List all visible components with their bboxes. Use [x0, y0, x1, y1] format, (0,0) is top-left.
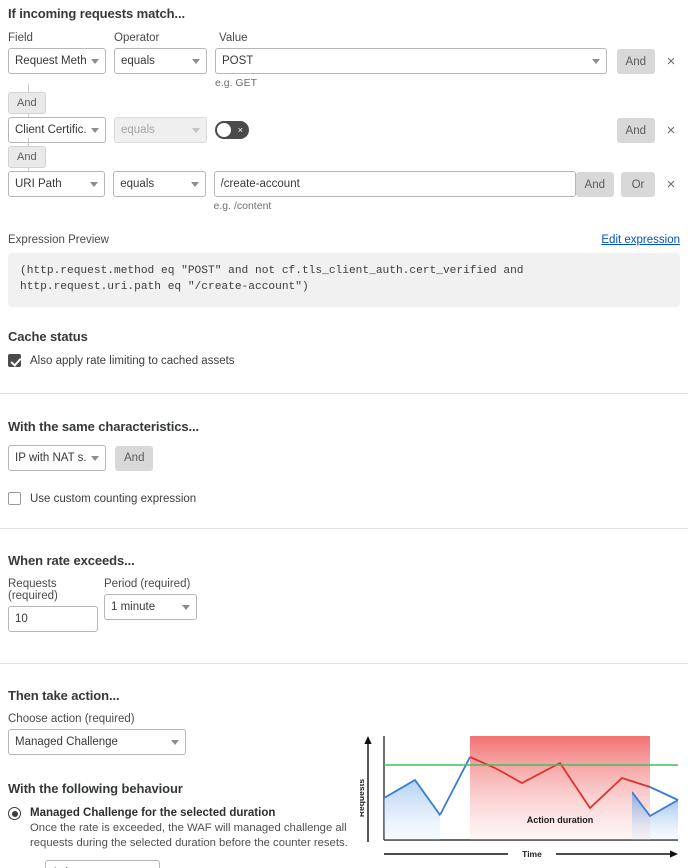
rate-section-title: When rate exceeds...	[8, 553, 135, 569]
action-section-title: Then take action...	[8, 688, 120, 704]
value-input-2[interactable]: /create-account	[213, 171, 576, 197]
rate-limiting-illustration-chart: Requests	[360, 730, 686, 862]
field-select-1[interactable]: Client Certific...	[8, 117, 106, 143]
custom-counting-row: Use custom counting expression	[8, 492, 680, 506]
y-axis-label: Requests	[360, 779, 366, 818]
field-select-0-value: Request Meth...	[15, 55, 87, 67]
chevron-down-icon	[91, 59, 99, 64]
chevron-down-icon	[190, 182, 199, 187]
cached-assets-checkbox[interactable]	[8, 354, 21, 368]
expression-preview-text: (http.request.method eq "POST" and not c…	[8, 253, 680, 308]
condition-row: Request Meth... equals POST e.g. GET And…	[8, 48, 680, 89]
requests-area-blue-right	[632, 791, 678, 840]
action-select[interactable]: Managed Challenge	[8, 729, 186, 756]
operator-select-1-value: equals	[121, 124, 155, 136]
requests-label: Requests (required)	[8, 578, 58, 603]
field-select-0[interactable]: Request Meth...	[8, 48, 106, 74]
toggle-knob	[217, 123, 231, 137]
expression-preview-label: Expression Preview	[8, 234, 109, 246]
behaviour-radio-0[interactable]	[8, 807, 21, 821]
characteristic-select-value: IP with NAT s...	[15, 452, 87, 465]
requests-input[interactable]: 10	[8, 606, 98, 633]
duration-select[interactable]: 1 day	[45, 860, 160, 868]
divider	[0, 528, 688, 530]
column-header-value: Value	[219, 32, 248, 44]
chevron-down-icon	[90, 182, 99, 187]
operator-select-0[interactable]: equals	[114, 48, 207, 74]
chevron-down-icon	[91, 456, 99, 462]
column-header-field: Field	[8, 32, 33, 44]
requests-line-red	[439, 756, 679, 816]
connector-and-chip-1[interactable]: And	[8, 146, 46, 168]
divider	[0, 393, 688, 395]
value-hint-0: e.g. GET	[215, 77, 258, 89]
value-hint-2: e.g. /content	[213, 200, 272, 212]
y-axis: Requests	[360, 736, 372, 842]
chart-svg: Requests	[360, 736, 679, 861]
operator-select-1: equals	[114, 117, 207, 143]
characteristics-title: With the same characteristics...	[8, 419, 200, 435]
expression-preview-header: Expression Preview Edit expression	[8, 234, 680, 246]
custom-counting-label: Use custom counting expression	[30, 492, 197, 505]
remove-condition-button-1[interactable]: ×	[662, 119, 680, 143]
chevron-down-icon	[592, 59, 600, 64]
cache-checkbox-row: Also apply rate limiting to cached asset…	[8, 354, 680, 368]
behaviour-option-managed-challenge: Managed Challenge for the selected durat…	[8, 807, 680, 868]
operator-select-0-value: equals	[121, 55, 155, 67]
requests-input-value: 10	[15, 613, 28, 626]
x-axis: Time	[384, 847, 678, 861]
field-select-2[interactable]: URI Path	[8, 171, 106, 197]
cert-verified-toggle[interactable]: ×	[215, 121, 249, 139]
and-button-2[interactable]: And	[575, 172, 614, 197]
chevron-down-icon	[192, 128, 200, 133]
custom-counting-checkbox[interactable]	[8, 492, 21, 506]
or-button-2[interactable]: Or	[621, 172, 655, 197]
x-axis-label: Time	[522, 849, 542, 859]
operator-select-2-value: equals	[120, 178, 155, 190]
connector-0: And	[8, 84, 680, 122]
behaviour-section-title: With the following behaviour	[8, 781, 183, 797]
period-select-value: 1 minute	[111, 601, 156, 614]
cache-status-title: Cache status	[8, 329, 88, 345]
action-select-value: Managed Challenge	[15, 736, 118, 749]
value-combo-0[interactable]: POST	[215, 48, 607, 74]
value-combo-0-value: POST	[222, 55, 254, 67]
and-button-1[interactable]: And	[616, 118, 655, 143]
characteristic-select[interactable]: IP with NAT s...	[8, 445, 106, 472]
field-select-2-value: URI Path	[15, 178, 62, 190]
chevron-down-icon	[171, 740, 179, 746]
operator-select-2[interactable]: equals	[113, 171, 206, 197]
behaviour-option-0-description: Once the rate is exceeded, the WAF will …	[30, 822, 348, 850]
behaviour-option-0-title: Managed Challenge for the selected durat…	[30, 807, 276, 820]
and-button-0[interactable]: And	[616, 49, 655, 74]
characteristics-and-button[interactable]: And	[115, 445, 154, 471]
connector-1: And	[8, 138, 680, 176]
column-header-operator: Operator	[114, 32, 160, 44]
period-label: Period (required)	[104, 578, 191, 591]
cached-assets-checkbox-label: Also apply rate limiting to cached asset…	[30, 354, 235, 367]
period-select[interactable]: 1 minute	[104, 594, 197, 621]
condition-row: Client Certific... equals × And ×	[8, 117, 680, 143]
close-icon: ×	[237, 124, 243, 135]
condition-row: URI Path equals /create-account e.g. /co…	[8, 171, 680, 212]
action-duration-label: Action duration	[527, 815, 594, 825]
chevron-down-icon	[91, 128, 99, 133]
remove-condition-button-2[interactable]: ×	[662, 173, 680, 197]
field-select-1-value: Client Certific...	[15, 124, 87, 136]
action-duration-region	[470, 736, 650, 840]
match-section-title: If incoming requests match...	[8, 6, 185, 21]
chevron-down-icon	[182, 605, 190, 611]
divider	[0, 663, 688, 665]
conditions-builder: Field Operator Value Request Meth... equ…	[8, 32, 680, 212]
edit-expression-link[interactable]: Edit expression	[601, 234, 680, 246]
choose-action-label: Choose action (required)	[8, 713, 135, 726]
requests-area-blue-left	[384, 778, 440, 840]
remove-condition-button-0[interactable]: ×	[662, 50, 680, 74]
connector-and-chip-0[interactable]: And	[8, 92, 46, 114]
chevron-down-icon	[192, 59, 200, 64]
value-input-2-value: /create-account	[220, 178, 300, 190]
